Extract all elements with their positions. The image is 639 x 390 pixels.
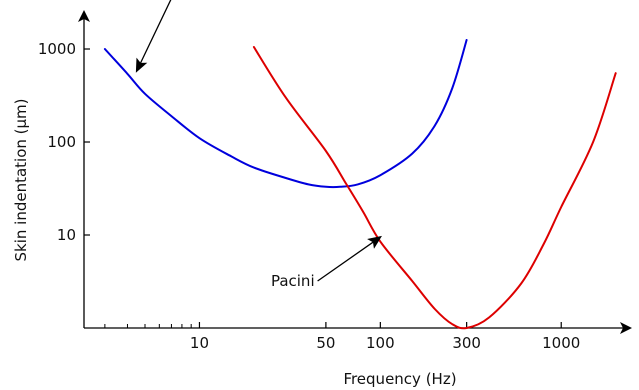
x-tick-label: 10 — [190, 334, 209, 352]
x-tick-label: 100 — [366, 334, 395, 352]
y-tick-label: 1000 — [38, 40, 76, 58]
annotation-arrow — [135, 0, 172, 73]
y-axis-title: Skin indentation (μm) — [12, 98, 30, 261]
y-ticks: 10 100 1000 — [38, 40, 90, 244]
annotation-layer: MeissnerPacini — [135, 0, 382, 290]
y-tick-label: 10 — [57, 226, 76, 244]
x-tick-label: 1000 — [542, 334, 580, 352]
series-layer — [103, 39, 617, 330]
x-ticks: 10 50 100 300 1000 — [190, 322, 580, 352]
x-minor-ticks — [104, 324, 192, 328]
x-tick-label: 300 — [452, 334, 481, 352]
annotation-label: Pacini — [271, 272, 315, 290]
annotation-arrow — [317, 235, 382, 282]
x-axis-title: Frequency (Hz) — [343, 370, 456, 388]
series-line-pacini — [252, 46, 617, 330]
x-tick-label: 50 — [316, 334, 335, 352]
y-tick-label: 100 — [47, 133, 76, 151]
series-line-meissner — [103, 39, 468, 189]
